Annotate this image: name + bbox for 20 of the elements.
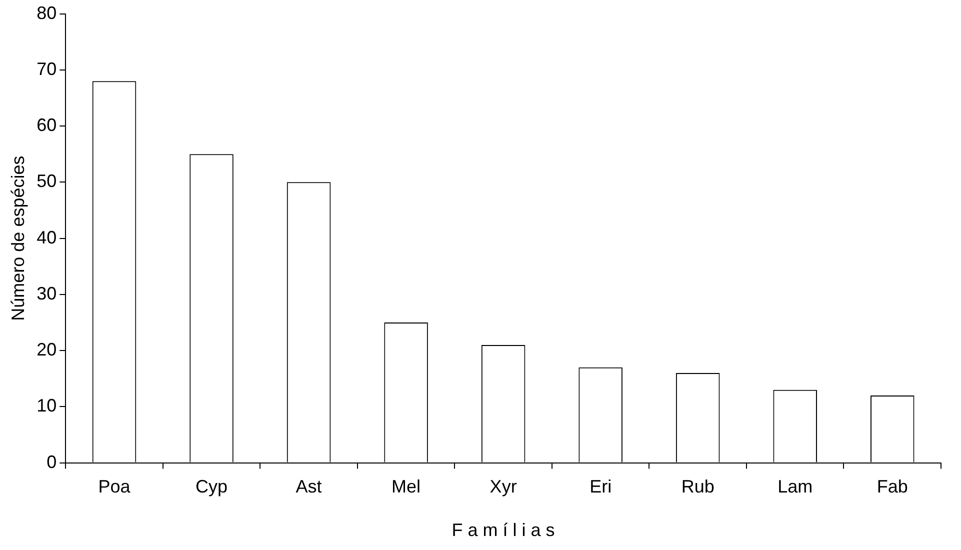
x-tick-label: Fab [876,476,908,497]
y-tick-label: 70 [36,58,57,79]
x-tick-label: Mel [392,476,421,497]
y-tick-label: 40 [36,227,57,248]
x-tick-label: Rub [681,476,714,497]
x-tick-label: Xyr [490,476,517,497]
x-tick-label: Cyp [196,476,228,497]
y-axis-title: Número de espécies [8,156,28,321]
y-tick-label: 0 [46,452,57,472]
y-tick-label: 10 [36,396,57,416]
x-tick-label: Lam [778,476,813,497]
x-axis-title: F a m í l i a s [452,520,555,540]
x-tick-label: Ast [296,476,322,497]
y-tick-label: 50 [36,171,57,192]
y-tick-label: 80 [36,2,57,23]
y-tick-label: 30 [36,283,57,304]
y-tick-label: 20 [36,340,57,360]
x-tick-label: Poa [98,476,132,497]
x-tick-label: Eri [590,476,612,497]
y-tick-label: 60 [36,115,57,136]
